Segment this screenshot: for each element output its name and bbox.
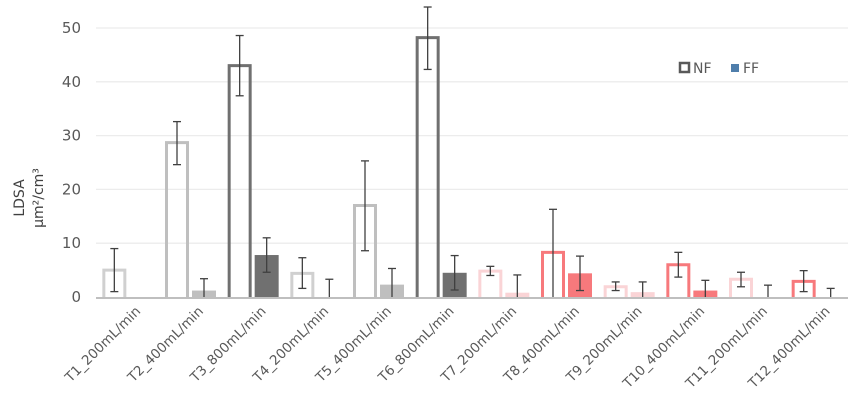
legend-label-ff: FF [743,61,759,77]
error-bars [110,6,835,297]
error-bar [611,281,620,292]
error-bar [388,267,396,297]
y-axis-ticks: 0 10 20 30 40 50 [62,19,81,306]
x-axis-ticks: T1_200mL/minT2_400mL/minT3_800mL/minT4_2… [61,304,833,393]
legend-swatch-ff [731,64,739,72]
error-bar [423,6,432,71]
y-axis-title: LDSA µm²/cm³ [12,168,47,228]
bar-nf [415,36,440,297]
legend: NF FF [678,61,759,77]
y-axis-unit: µm²/cm³ [31,168,47,228]
error-bar [200,278,208,297]
error-bar [701,279,710,297]
error-bar [826,287,835,297]
error-bar [325,278,334,297]
error-bar [110,247,119,293]
error-bar [549,208,557,297]
legend-swatch-nf [678,61,691,74]
y-tick-label: 30 [62,127,81,145]
bar-nf [227,64,252,297]
error-bar [486,265,495,277]
error-bar [799,269,808,293]
error-bar [638,281,647,297]
error-bar [737,271,745,288]
error-bar [764,284,772,297]
error-bar [450,254,459,291]
error-bar [235,34,244,97]
legend-label-nf: NF [693,61,712,77]
y-tick-label: 10 [62,234,81,252]
error-bar [513,274,522,297]
error-bar [262,237,271,273]
error-bar [173,120,181,166]
y-tick-label: 0 [71,288,81,306]
y-tick-label: 50 [62,19,81,37]
error-bar [576,255,584,292]
y-axis-label: LDSA [12,179,28,217]
error-bar [298,257,307,290]
y-tick-label: 40 [62,73,81,91]
gridlines [96,27,848,244]
bar-nf [165,141,189,297]
error-bar [361,160,369,252]
y-tick-label: 20 [62,180,81,198]
error-bar [674,251,683,278]
